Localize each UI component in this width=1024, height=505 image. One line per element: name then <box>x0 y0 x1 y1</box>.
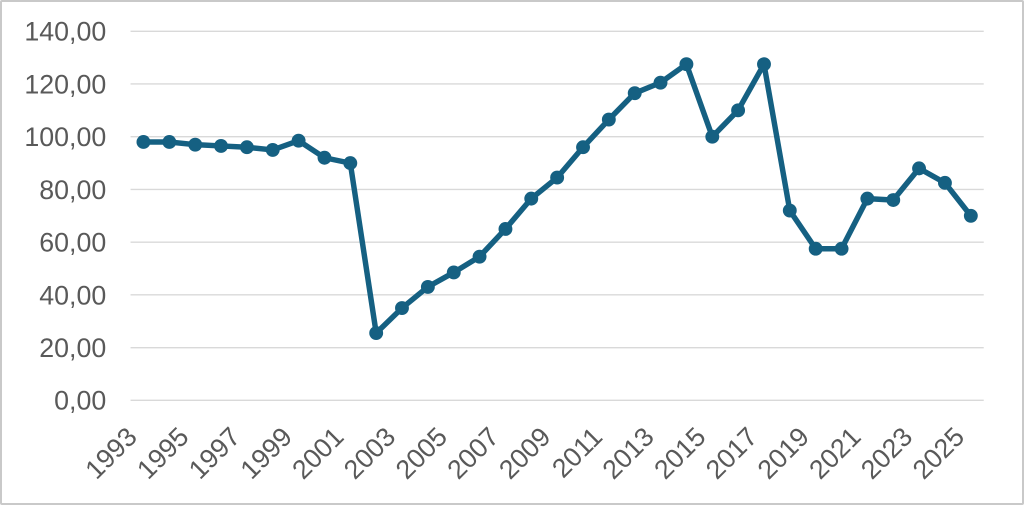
y-tick-label: 60,00 <box>39 228 106 258</box>
y-tick-label: 80,00 <box>39 175 106 205</box>
data-point-marker <box>343 156 358 171</box>
data-point-marker <box>627 86 642 101</box>
data-point-marker <box>937 175 952 190</box>
data-point-marker <box>162 135 177 149</box>
x-tick-label: 2003 <box>338 422 401 485</box>
data-point-marker <box>317 150 332 165</box>
x-tick-label: 1993 <box>79 422 142 485</box>
x-tick-label: 2021 <box>803 422 866 485</box>
data-point-marker <box>601 112 616 127</box>
data-point-marker <box>912 161 926 176</box>
y-tick-label: 140,00 <box>24 17 106 47</box>
data-point-marker <box>136 135 151 149</box>
data-point-marker <box>420 279 435 294</box>
data-point-marker <box>239 140 254 155</box>
data-point-marker <box>214 139 228 153</box>
data-point-marker <box>446 265 461 280</box>
data-point-marker <box>834 241 849 256</box>
x-tick-label: 2013 <box>596 422 659 485</box>
data-point-marker <box>550 170 565 185</box>
data-point-marker <box>731 103 746 118</box>
y-tick-label: 120,00 <box>24 69 106 99</box>
gridlines <box>130 30 984 402</box>
x-tick-label: 2025 <box>907 422 970 485</box>
data-point-marker <box>498 222 513 236</box>
x-tick-label: 2023 <box>855 422 918 485</box>
y-tick-label: 20,00 <box>39 333 106 363</box>
data-point-marker <box>679 57 694 72</box>
x-tick-label: 2015 <box>648 422 711 485</box>
data-point-marker <box>757 57 771 72</box>
data-point-marker <box>782 203 797 218</box>
data-point-marker <box>369 326 384 341</box>
x-tick-label: 2019 <box>752 422 815 485</box>
data-point-marker <box>576 140 590 155</box>
data-point-marker <box>395 301 409 316</box>
data-point-marker <box>860 191 875 206</box>
series-line <box>140 61 974 336</box>
data-point-marker <box>808 241 823 256</box>
data-point-marker <box>472 249 487 264</box>
data-point-marker <box>291 133 306 148</box>
x-tick-label: 2005 <box>390 422 453 485</box>
data-point-marker <box>653 75 668 90</box>
x-tick-label: 1995 <box>131 422 194 485</box>
x-tick-label: 2001 <box>286 422 349 485</box>
series-markers <box>136 57 978 341</box>
data-point-marker <box>524 191 539 206</box>
data-point-marker <box>188 137 203 152</box>
y-tick-label: 0,00 <box>54 386 106 416</box>
y-tick-label: 40,00 <box>39 280 106 310</box>
x-tick-label: 1997 <box>183 422 246 485</box>
data-point-marker <box>963 208 978 223</box>
x-tick-label: 2007 <box>441 422 504 485</box>
x-tick-label: 2009 <box>493 422 556 485</box>
y-tick-label: 100,00 <box>24 122 106 152</box>
data-point-marker <box>705 129 720 144</box>
data-point-marker <box>265 142 280 157</box>
x-axis-labels: 1993199519971999200120032005200720092011… <box>79 422 970 485</box>
data-point-marker <box>886 193 901 207</box>
x-tick-label: 2017 <box>700 422 763 485</box>
x-tick-label: 2011 <box>546 422 608 484</box>
y-axis-labels: 0,00 20,00 40,00 60,00 80,00 100,00 120,00 140,… <box>24 17 106 416</box>
x-tick-label: 1999 <box>235 422 298 485</box>
